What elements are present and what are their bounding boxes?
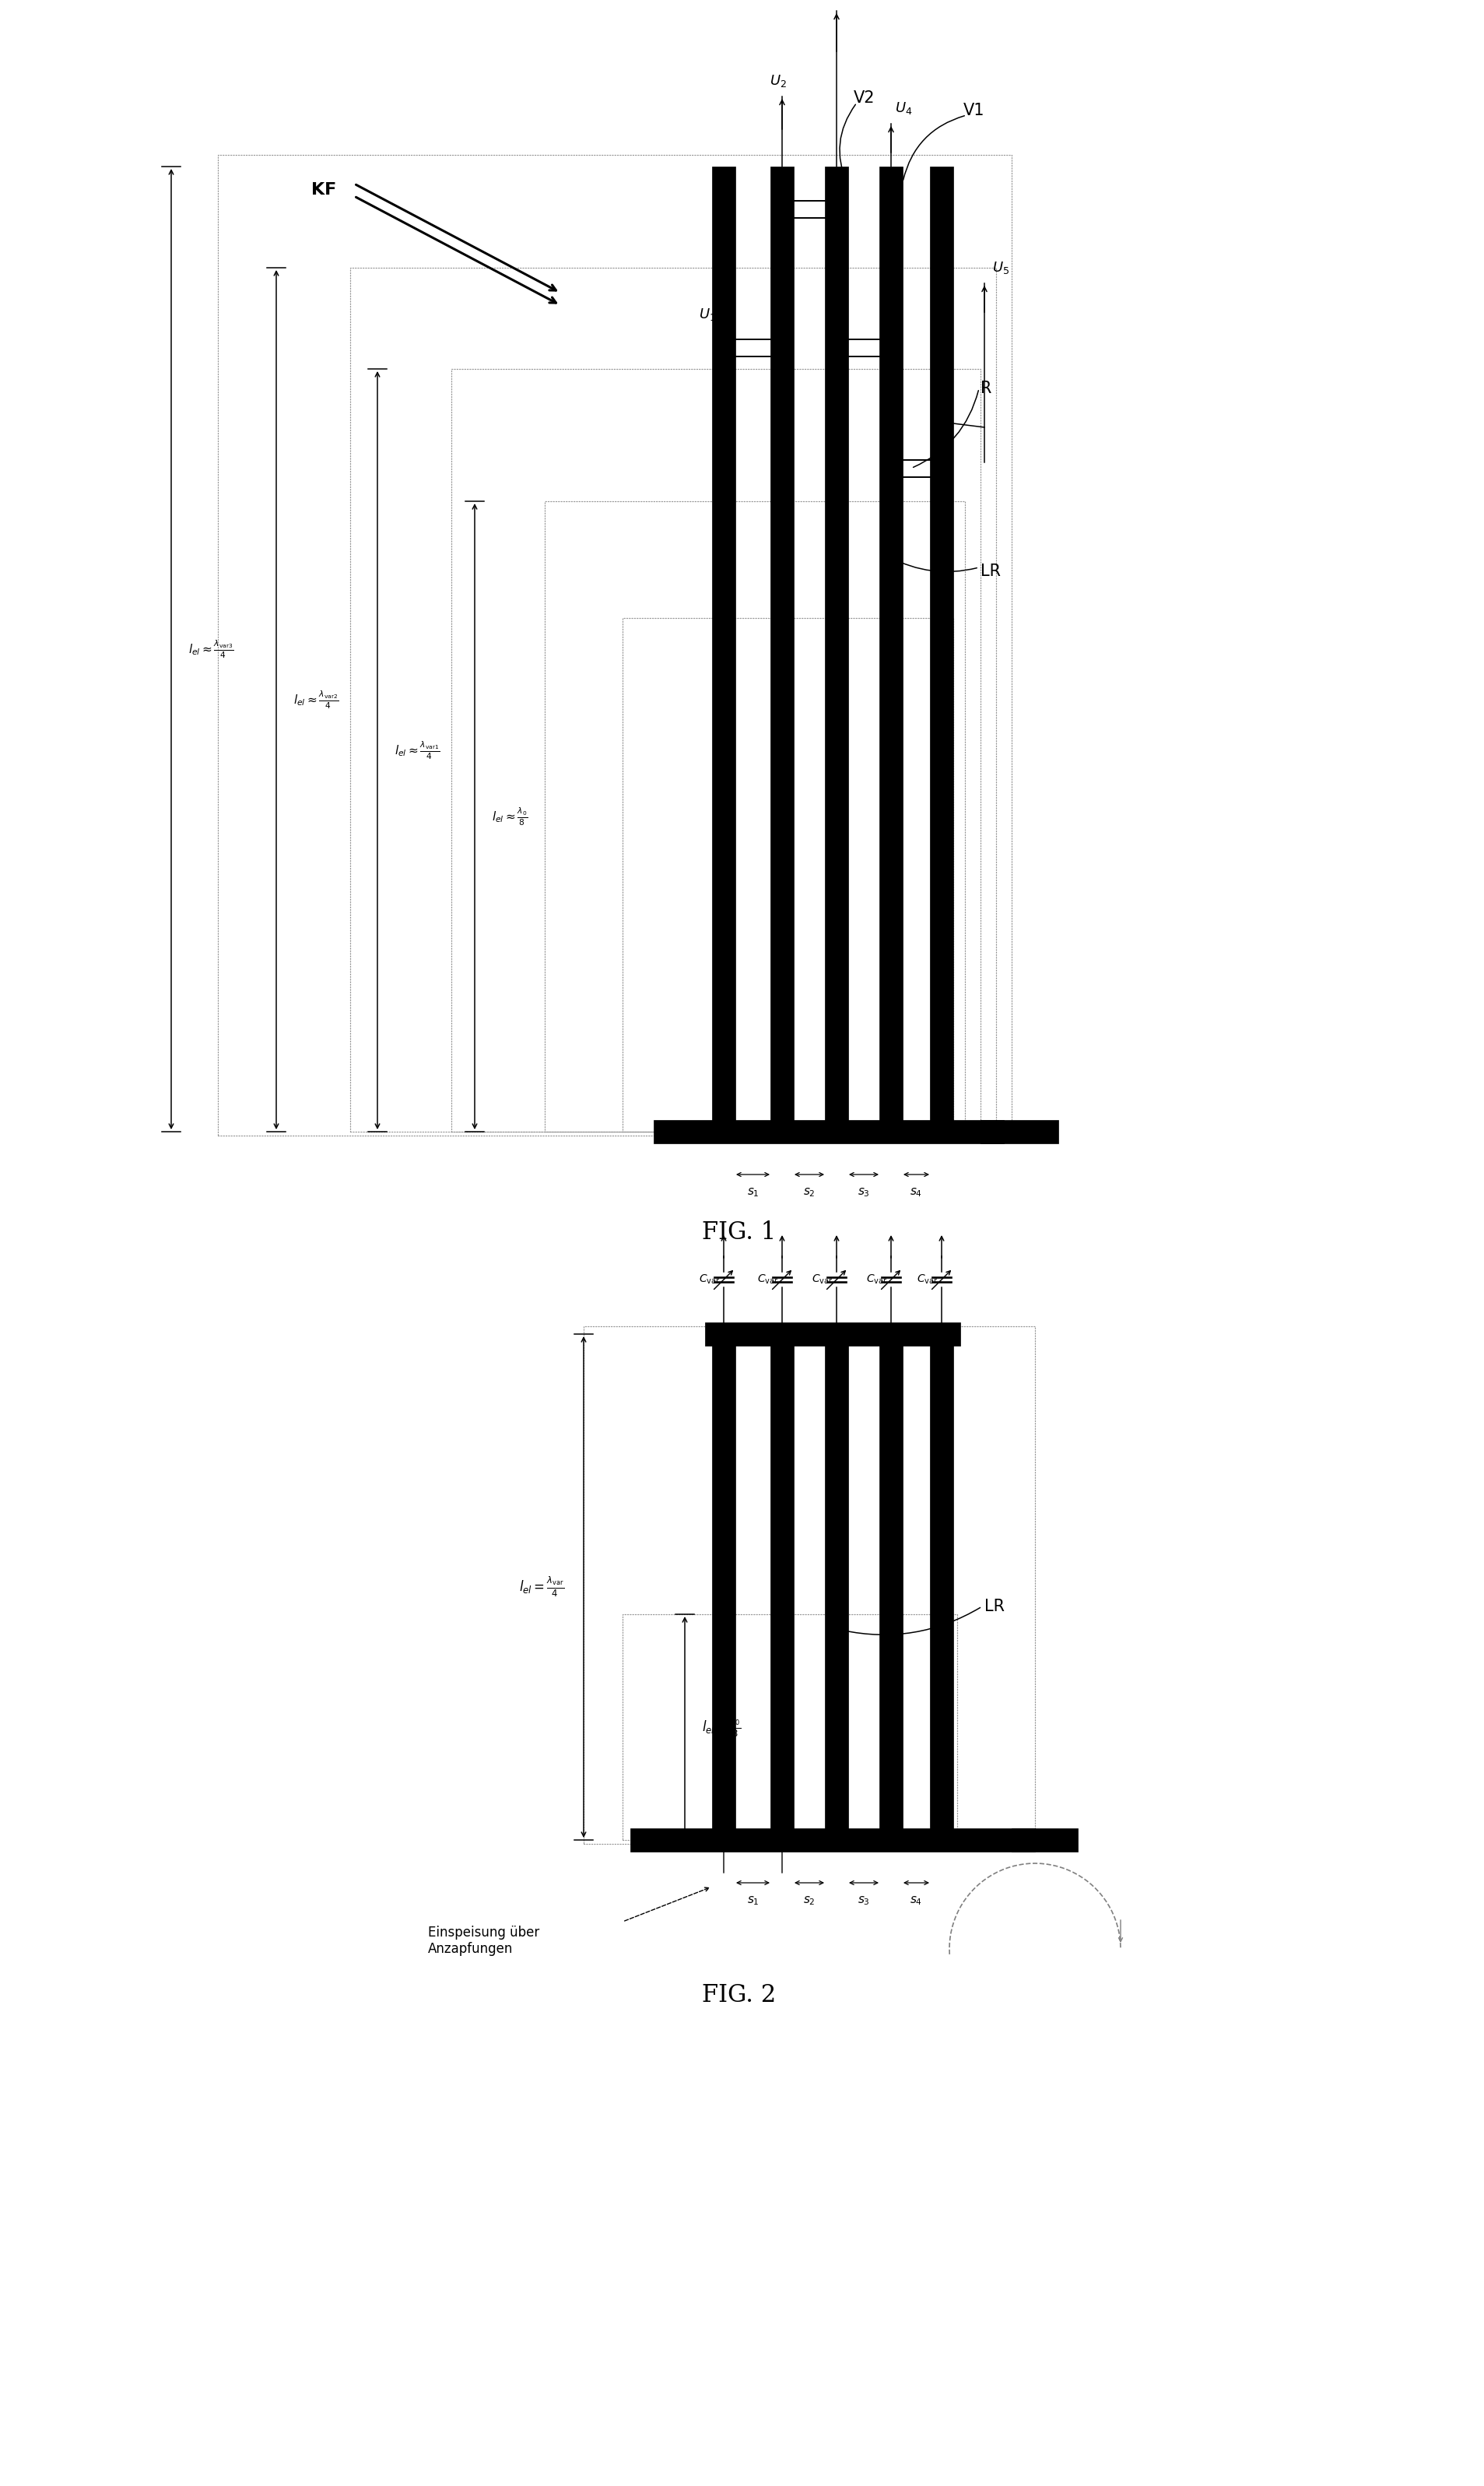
Bar	[843, 338, 884, 355]
Text: LR: LR	[984, 1598, 1005, 1613]
Text: $C_{\mathrm{var}}$: $C_{\mathrm{var}}$	[812, 1273, 833, 1285]
Text: $s_4$: $s_4$	[910, 1894, 923, 1907]
Text: $C_{\mathrm{var}}$: $C_{\mathrm{var}}$	[865, 1273, 887, 1285]
Text: $l_{el} \approx \frac{\lambda_0}{8}$: $l_{el} \approx \frac{\lambda_0}{8}$	[491, 805, 528, 828]
Bar	[930, 167, 953, 1131]
Text: $C_{\mathrm{var}}$: $C_{\mathrm{var}}$	[699, 1273, 720, 1285]
Polygon shape	[831, 191, 841, 204]
Text: LR: LR	[981, 564, 1000, 579]
Polygon shape	[831, 231, 841, 244]
Text: R: R	[981, 380, 991, 395]
Polygon shape	[776, 323, 788, 333]
Text: $U_4$: $U_4$	[895, 99, 913, 117]
Text: $s_3$: $s_3$	[858, 1186, 870, 1198]
Bar	[930, 1335, 953, 1840]
Polygon shape	[886, 482, 896, 492]
Polygon shape	[718, 482, 729, 492]
Text: $l_{el} \approx \frac{\lambda_0}{8}$: $l_{el} \approx \frac{\lambda_0}{8}$	[702, 1715, 741, 1738]
Bar	[653, 1121, 1003, 1144]
Bar	[705, 1323, 960, 1345]
Text: FIG. 2: FIG. 2	[702, 1984, 776, 2009]
Bar	[770, 167, 794, 1131]
Text: $s_2$: $s_2$	[803, 1186, 815, 1198]
Text: $s_1$: $s_1$	[746, 1894, 758, 1907]
Text: $U_1$: $U_1$	[699, 306, 715, 323]
Text: $s_3$: $s_3$	[858, 1894, 870, 1907]
Text: $l_{el} \approx \frac{\lambda_{\mathrm{var1}}}{4}$: $l_{el} \approx \frac{\lambda_{\mathrm{v…	[395, 741, 439, 761]
Polygon shape	[718, 443, 729, 455]
Polygon shape	[886, 231, 896, 244]
Bar	[880, 1335, 902, 1840]
Polygon shape	[886, 323, 896, 333]
Bar	[825, 1335, 849, 1840]
Bar	[712, 167, 736, 1131]
Text: $U_2$: $U_2$	[770, 72, 787, 89]
Text: $C_{\mathrm{var}}$: $C_{\mathrm{var}}$	[757, 1273, 778, 1285]
Bar	[1012, 1827, 1077, 1852]
Text: $s_4$: $s_4$	[910, 1186, 923, 1198]
Bar	[895, 460, 938, 477]
Bar	[880, 167, 902, 1131]
Text: $C_{\mathrm{var}}$: $C_{\mathrm{var}}$	[916, 1273, 938, 1285]
Text: V1: V1	[963, 102, 985, 119]
Bar	[712, 1335, 736, 1840]
Text: $U_5$: $U_5$	[993, 261, 1009, 276]
Text: $l_{el} \approx \frac{\lambda_{\mathrm{var3}}}{4}$: $l_{el} \approx \frac{\lambda_{\mathrm{v…	[188, 639, 234, 659]
Text: $l_{el} = \frac{\lambda_{\mathrm{var}}}{4}$: $l_{el} = \frac{\lambda_{\mathrm{var}}}{…	[519, 1576, 564, 1598]
Bar	[631, 1827, 1034, 1852]
Polygon shape	[886, 363, 896, 373]
Text: FIG. 1: FIG. 1	[702, 1221, 776, 1245]
Text: $s_1$: $s_1$	[746, 1186, 758, 1198]
Text: V2: V2	[853, 89, 876, 107]
Polygon shape	[776, 363, 788, 373]
Bar	[732, 338, 775, 355]
Polygon shape	[886, 191, 896, 204]
Text: Einspeisung über
Anzapfungen: Einspeisung über Anzapfungen	[427, 1927, 540, 1956]
Text: $l_{el} \approx \frac{\lambda_{\mathrm{var2}}}{4}$: $l_{el} \approx \frac{\lambda_{\mathrm{v…	[294, 689, 338, 711]
Bar	[788, 201, 831, 219]
Bar	[825, 167, 849, 1131]
Text: KF: KF	[312, 181, 337, 199]
Text: $s_2$: $s_2$	[803, 1894, 815, 1907]
Bar	[981, 1121, 1058, 1144]
Bar	[770, 1335, 794, 1840]
Polygon shape	[886, 443, 896, 455]
